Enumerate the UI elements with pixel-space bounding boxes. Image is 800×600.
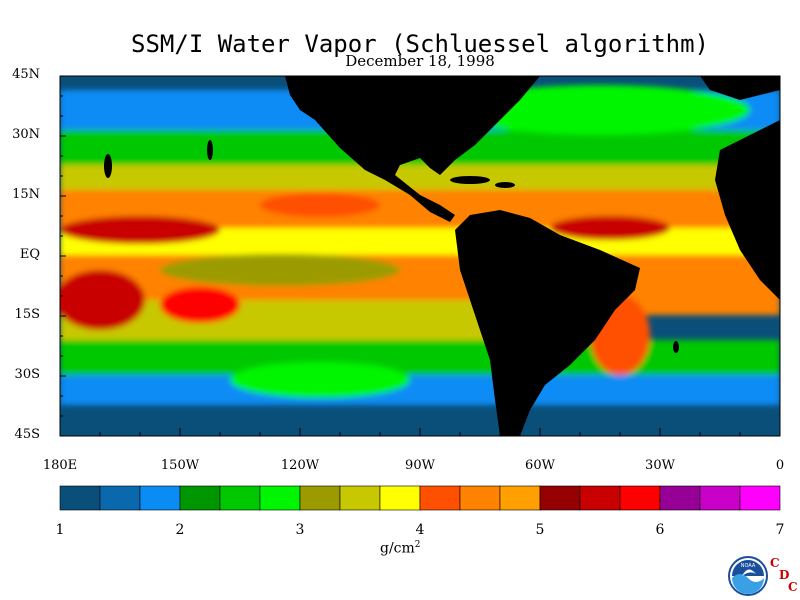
dry-patch-2 (230, 362, 410, 398)
colorbar-tick-label: 5 (535, 522, 545, 538)
colorbar-swatch (739, 485, 781, 511)
colorbar-swatch (499, 485, 541, 511)
lon-label-30w: 30W (645, 458, 675, 473)
lat-label-45s: 45S (14, 427, 40, 442)
colorbar-units: g/cm2 (380, 540, 421, 557)
colorbar-swatch (419, 485, 461, 511)
lat-label-15n: 15N (12, 187, 40, 202)
hawaii (104, 154, 112, 178)
caribbean-cuba (450, 176, 490, 184)
greenland (700, 76, 780, 100)
lon-label-120w: 120W (280, 458, 320, 473)
colorbar-tick-label: 4 (415, 522, 425, 538)
axis-ticks (59, 75, 781, 437)
lon-label-0: 0 (775, 458, 785, 473)
madeira (673, 341, 679, 353)
colorbar-swatch (139, 485, 181, 511)
colorbar-swatch (579, 485, 621, 511)
colorbar-tick-label: 7 (775, 522, 785, 538)
lat-label-15s: 15S (14, 307, 40, 322)
south-america (455, 210, 640, 436)
colorbar-swatch (339, 485, 381, 511)
colorbar-swatch (659, 485, 701, 511)
colorbar-swatch (99, 485, 141, 511)
colorbar-swatch (379, 485, 421, 511)
wet-patch-2 (260, 193, 380, 217)
colorbar-tick-label: 2 (175, 522, 185, 538)
cdc-letter-1: C (770, 556, 780, 570)
lon-label-90w: 90W (405, 458, 435, 473)
lon-label-180e: 180E (42, 458, 78, 473)
wet-patch-5 (160, 287, 240, 323)
land-masses (104, 76, 780, 436)
colorbar (59, 485, 781, 511)
band-south-sub (60, 340, 780, 380)
lat-label-30s: 30S (14, 367, 40, 382)
lon-label-60w: 60W (525, 458, 555, 473)
colorbar-swatch (59, 485, 101, 511)
cdc-letter-3: C (788, 580, 798, 594)
units-base: g/cm (380, 540, 415, 557)
lat-label-45n: 45N (12, 67, 40, 82)
colorbar-swatch (179, 485, 221, 511)
africa (715, 120, 780, 300)
cdc-letter-2: D (779, 568, 790, 582)
wet-patch-1 (60, 216, 220, 244)
north-america (285, 76, 540, 222)
lat-label-30n: 30N (12, 127, 40, 142)
lat-label-eq: EQ (19, 247, 40, 262)
band-south-far (60, 375, 780, 405)
colorbar-tick-label: 6 (655, 522, 665, 538)
colorbar-swatch (259, 485, 301, 511)
wet-patch-4 (60, 270, 145, 330)
lon-label-150w: 150W (160, 458, 200, 473)
island-2 (207, 140, 213, 160)
dry-patch-1 (160, 254, 400, 286)
colorbar-tick-label: 3 (295, 522, 305, 538)
colorbar-swatch (539, 485, 581, 511)
wet-patch-3 (550, 216, 670, 240)
colorbar-swatch (219, 485, 261, 511)
noaa-logo-icon: NOAA (728, 556, 768, 596)
colorbar-swatch (299, 485, 341, 511)
map-date: December 18, 1998 (345, 52, 495, 70)
map-title: SSM/I Water Vapor (Schluessel algorithm) (131, 30, 709, 58)
svg-text:NOAA: NOAA (741, 563, 756, 569)
colorbar-swatch (699, 485, 741, 511)
caribbean-hispaniola (495, 182, 515, 188)
colorbar-swatch (459, 485, 501, 511)
colorbar-swatch (619, 485, 661, 511)
moist-north-atlantic (450, 85, 750, 135)
colorbar-tick-label: 1 (55, 522, 65, 538)
units-exponent: 2 (414, 540, 421, 550)
